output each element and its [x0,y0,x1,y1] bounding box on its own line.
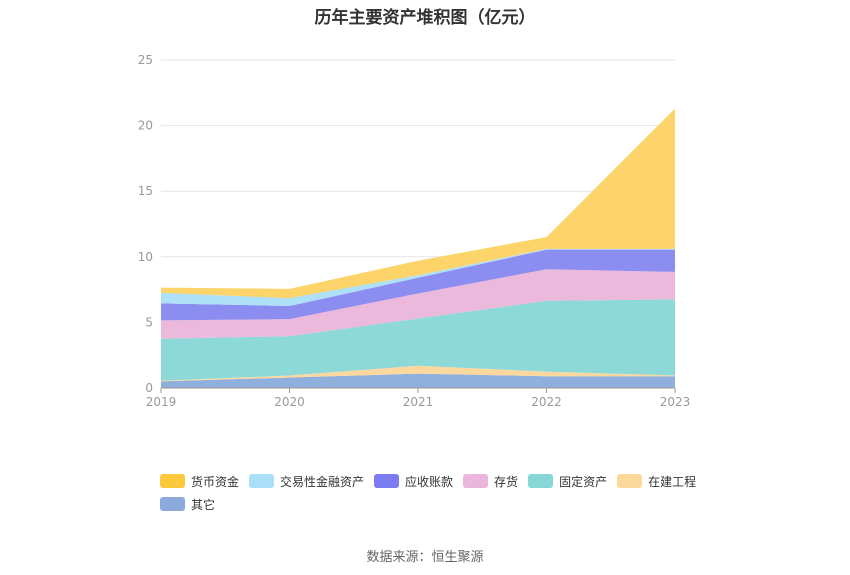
legend-label: 存货 [494,474,519,489]
legend-item[interactable]: 其它 [160,495,215,513]
y-tick-label: 0 [145,381,153,395]
legend-label: 应收账款 [405,474,454,489]
x-tick-label: 2019 [146,395,177,409]
area-series-应收账款 [161,249,675,321]
legend-item[interactable]: 固定资产 [528,472,607,490]
y-tick-label: 20 [138,119,153,133]
legend-swatch [249,474,275,488]
legend-swatch [374,474,400,488]
y-tick-label: 25 [138,53,153,67]
x-tick-label: 2021 [403,395,434,409]
legend-label: 在建工程 [648,474,697,489]
legend-swatch [528,474,554,488]
x-tick-label: 2020 [274,395,305,409]
x-tick-label: 2023 [660,395,691,409]
legend-item[interactable]: 货币资金 [160,472,239,490]
legend-label: 货币资金 [191,474,240,489]
chart-legend: 货币资金 交易性金融资产 应收账款 存货 固定资产 在建工程其它 [160,472,720,518]
legend-label: 交易性金融资产 [280,474,365,489]
x-tick-label: 2022 [531,395,562,409]
legend-swatch [160,497,185,511]
chart-title: 历年主要资产堆积图（亿元） [314,8,536,28]
y-tick-label: 10 [138,250,153,264]
legend-swatch [463,474,489,488]
legend-label: 固定资产 [559,474,608,489]
legend-item[interactable]: 存货 [463,472,518,490]
area-series-其它 [161,373,675,388]
area-series-交易性金融资产 [161,248,675,306]
area-series-存货 [161,269,675,339]
legend-item[interactable]: 应收账款 [374,472,453,490]
y-tick-label: 15 [138,184,153,198]
data-source: 数据来源：恒生聚源 [366,550,484,565]
legend-item[interactable]: 交易性金融资产 [249,472,364,490]
area-series-在建工程 [161,365,675,382]
y-tick-label: 5 [145,315,153,329]
legend-swatch [617,474,643,488]
legend-swatch [160,474,185,488]
legend-label: 其它 [191,497,216,512]
area-series-固定资产 [161,299,675,381]
legend-item[interactable]: 在建工程 [617,472,696,490]
